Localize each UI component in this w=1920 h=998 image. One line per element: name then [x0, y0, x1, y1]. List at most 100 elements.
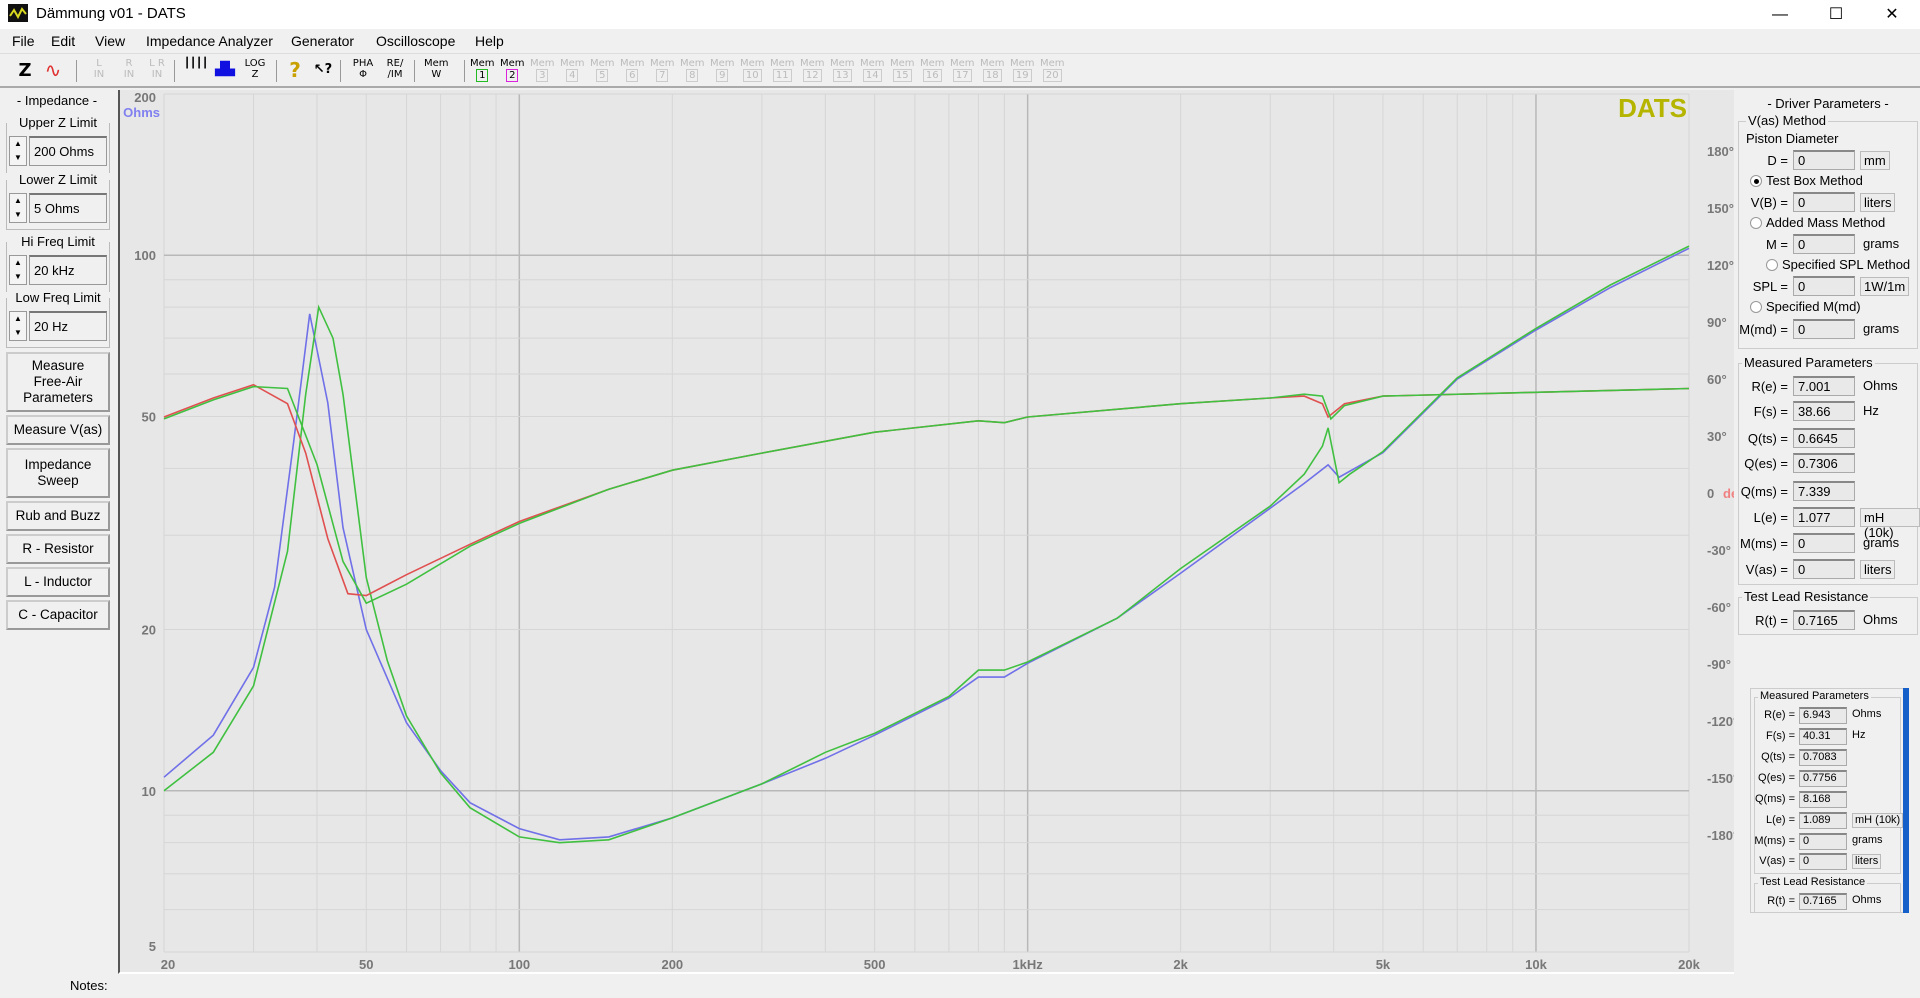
spin-down-icon[interactable]: ▼ [14, 210, 22, 219]
param-4-field[interactable]: 0 [1793, 234, 1855, 254]
inset-qes-field[interactable]: 0.7756 [1799, 770, 1847, 787]
menu-file[interactable]: File [12, 33, 35, 49]
menu-edit[interactable]: Edit [51, 33, 76, 49]
toolbar-mem-10-button[interactable]: Mem 10 [740, 58, 765, 84]
toolbar-log-z-button[interactable]: LOG Z [244, 58, 266, 80]
toolbar-re-im-button[interactable]: RE/ /IM [386, 58, 404, 80]
limit-value-field[interactable]: 20 kHz [29, 255, 107, 285]
toolbar-mem-17-button[interactable]: Mem 17 [950, 58, 975, 84]
button-impedance-sweep[interactable]: Impedance Sweep [6, 448, 110, 498]
measured-qms-field[interactable]: 7.339 [1793, 481, 1855, 501]
spin-down-icon[interactable]: ▼ [14, 272, 22, 281]
toolbar-mem-w-button[interactable]: Mem W [424, 58, 449, 80]
button-r-resistor[interactable]: R - Resistor [6, 534, 110, 564]
param-0-field[interactable]: 0 [1793, 150, 1855, 170]
toolbar-left-in-button[interactable]: L IN [93, 58, 105, 80]
inset-mms-field[interactable]: 0 [1799, 833, 1847, 850]
inset-qms-label: Q(ms) = [1754, 793, 1795, 805]
test-lead-rt-field[interactable]: 0.7165 [1793, 610, 1855, 630]
menu-help[interactable]: Help [475, 33, 504, 49]
toolbar-mem-19-button[interactable]: Mem 19 [1010, 58, 1035, 84]
toolbar-impedance-z-button[interactable]: Z [18, 60, 32, 81]
radio-test-box-method[interactable] [1750, 175, 1762, 187]
limit-spinner[interactable]: ▲ ▼ [9, 255, 27, 285]
mem-label: Mem [710, 58, 735, 69]
inset-fs-field[interactable]: 40.31 [1799, 728, 1847, 745]
button-c-capacitor[interactable]: C - Capacitor [6, 600, 110, 630]
limit-spinner[interactable]: ▲ ▼ [9, 136, 27, 166]
toolbar-piano-button[interactable]: ┃┃┃┃ [184, 58, 209, 69]
measured-fs-field[interactable]: 38.66 [1793, 401, 1855, 421]
toolbar-mem-15-button[interactable]: Mem 15 [890, 58, 915, 84]
toolbar-mem-4-button[interactable]: Mem 4 [560, 58, 585, 84]
toolbar-mem-13-button[interactable]: Mem 13 [830, 58, 855, 84]
limit-value-field[interactable]: 200 Ohms [29, 136, 107, 166]
menu-view[interactable]: View [95, 33, 126, 49]
menu-impedance-analyzer[interactable]: Impedance Analyzer [146, 33, 273, 49]
toolbar-mem-18-button[interactable]: Mem 18 [980, 58, 1005, 84]
toolbar-mem-8-button[interactable]: Mem 8 [680, 58, 705, 84]
mem-label: Mem [1010, 58, 1035, 69]
close-button[interactable]: ✕ [1885, 6, 1899, 23]
measured-re-field[interactable]: 7.001 [1793, 376, 1855, 396]
toolbar-right-in-button[interactable]: R IN [123, 58, 135, 80]
toolbar-lr-in-button[interactable]: L R IN [149, 58, 165, 80]
button-rub-and-buzz[interactable]: Rub and Buzz [6, 501, 110, 531]
toolbar-mem-11-button[interactable]: Mem 11 [770, 58, 795, 84]
toolbar-mem-12-button[interactable]: Mem 12 [800, 58, 825, 84]
toolbar-context-help-button[interactable]: ↖? [313, 62, 333, 77]
inset-qts-field[interactable]: 0.7083 [1799, 749, 1847, 766]
radio-specified-m-md-[interactable] [1750, 301, 1762, 313]
measured-mms-field[interactable]: 0 [1793, 533, 1855, 553]
limit-value-field[interactable]: 20 Hz [29, 311, 107, 341]
inset-test-lead-rt-field[interactable]: 0.7165 [1799, 893, 1847, 910]
toolbar-mem-2-button[interactable]: Mem 2 [500, 58, 525, 84]
param-6-field[interactable]: 0 [1793, 276, 1855, 296]
measured-le-field[interactable]: 1.077 [1793, 507, 1855, 527]
button-measure-free-air-parameters[interactable]: Measure Free-Air Parameters [6, 352, 110, 412]
toolbar: Z ∿ L IN R IN L R IN ┃┃┃┃ ▟▙ LOG Z? ↖? PHA Φ RE/ /… [0, 54, 1920, 88]
param-8-field[interactable]: 0 [1793, 319, 1855, 339]
param-2-field[interactable]: 0 [1793, 192, 1855, 212]
radio-added-mass-method[interactable] [1750, 217, 1762, 229]
spin-down-icon[interactable]: ▼ [14, 328, 22, 337]
toolbar-bars-button[interactable]: ▟▙ [215, 62, 235, 77]
toolbar-mem-3-button[interactable]: Mem 3 [530, 58, 555, 84]
spin-up-icon[interactable]: ▲ [14, 139, 22, 148]
toolbar-mem-1-button[interactable]: Mem 1 [470, 58, 495, 84]
toolbar-mem-9-button[interactable]: Mem 9 [710, 58, 735, 84]
measured-vas-field[interactable]: 0 [1793, 559, 1855, 579]
toolbar-mem-20-button[interactable]: Mem 20 [1040, 58, 1065, 84]
spin-up-icon[interactable]: ▲ [14, 196, 22, 205]
impedance-plot[interactable]: 20 50 100 200 500 1kHz 2k 5k 10k 20k 200 100 50 20 10 5… [118, 90, 1734, 974]
radio-specified-spl-method[interactable] [1766, 259, 1778, 271]
measured-qes-field[interactable]: 0.7306 [1793, 453, 1855, 473]
spin-down-icon[interactable]: ▼ [14, 153, 22, 162]
spin-up-icon[interactable]: ▲ [14, 258, 22, 267]
toolbar-mem-5-button[interactable]: Mem 5 [590, 58, 615, 84]
inset-mms-label: M(ms) = [1754, 835, 1795, 847]
minimize-button[interactable]: — [1772, 6, 1788, 23]
y-left-unit: Ohms [123, 105, 160, 120]
toolbar-mem-7-button[interactable]: Mem 7 [650, 58, 675, 84]
toolbar-generator-sine-button[interactable]: ∿ [44, 58, 62, 82]
maximize-button[interactable]: ☐ [1828, 6, 1844, 23]
measured-qts-field[interactable]: 0.6645 [1793, 428, 1855, 448]
spin-up-icon[interactable]: ▲ [14, 314, 22, 323]
limit-spinner[interactable]: ▲ ▼ [9, 193, 27, 223]
limit-spinner[interactable]: ▲ ▼ [9, 311, 27, 341]
toolbar-help-button[interactable]: ? [289, 58, 301, 82]
button-l-inductor[interactable]: L - Inductor [6, 567, 110, 597]
toolbar-mem-14-button[interactable]: Mem 14 [860, 58, 885, 84]
button-measure-v-as-[interactable]: Measure V(as) [6, 415, 110, 445]
toolbar-phase-button[interactable]: PHA Φ [352, 58, 374, 80]
menu-generator[interactable]: Generator [291, 33, 355, 49]
inset-le-field[interactable]: 1.089 [1799, 812, 1847, 829]
inset-re-field[interactable]: 6.943 [1799, 707, 1847, 724]
limit-value-field[interactable]: 5 Ohms [29, 193, 107, 223]
inset-vas-field[interactable]: 0 [1799, 853, 1847, 870]
inset-qms-field[interactable]: 8.168 [1799, 791, 1847, 808]
toolbar-mem-16-button[interactable]: Mem 16 [920, 58, 945, 84]
toolbar-mem-6-button[interactable]: Mem 6 [620, 58, 645, 84]
menu-oscilloscope[interactable]: Oscilloscope [376, 33, 456, 49]
